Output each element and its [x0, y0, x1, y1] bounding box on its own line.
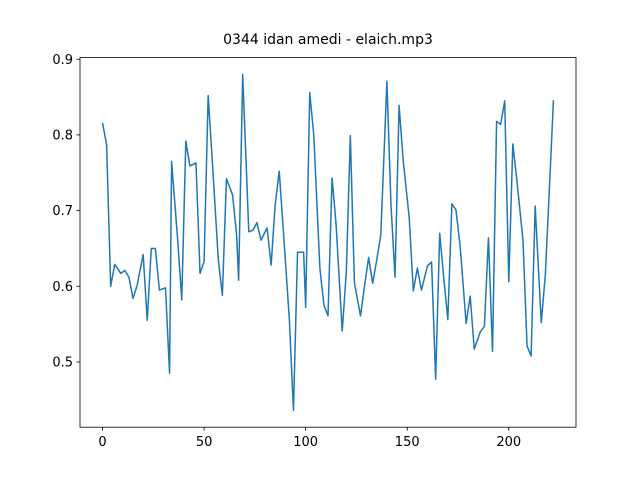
y-tick-label: 0.6 [52, 280, 73, 295]
y-tick-label: 0.9 [52, 53, 73, 68]
x-tick-label: 50 [196, 435, 213, 450]
y-tick-label: 0.7 [52, 204, 73, 219]
x-tick-label: 0 [98, 435, 106, 450]
series-line [101, 73, 555, 412]
x-tick-label: 150 [395, 435, 420, 450]
plot-frame [79, 57, 577, 428]
y-tick-label: 0.8 [52, 128, 73, 143]
x-tick-label: 200 [496, 435, 521, 450]
x-tick-label: 100 [293, 435, 318, 450]
chart-title: 0344 idan amedi - elaich.mp3 [223, 32, 433, 48]
y-tick-label: 0.5 [52, 355, 73, 370]
